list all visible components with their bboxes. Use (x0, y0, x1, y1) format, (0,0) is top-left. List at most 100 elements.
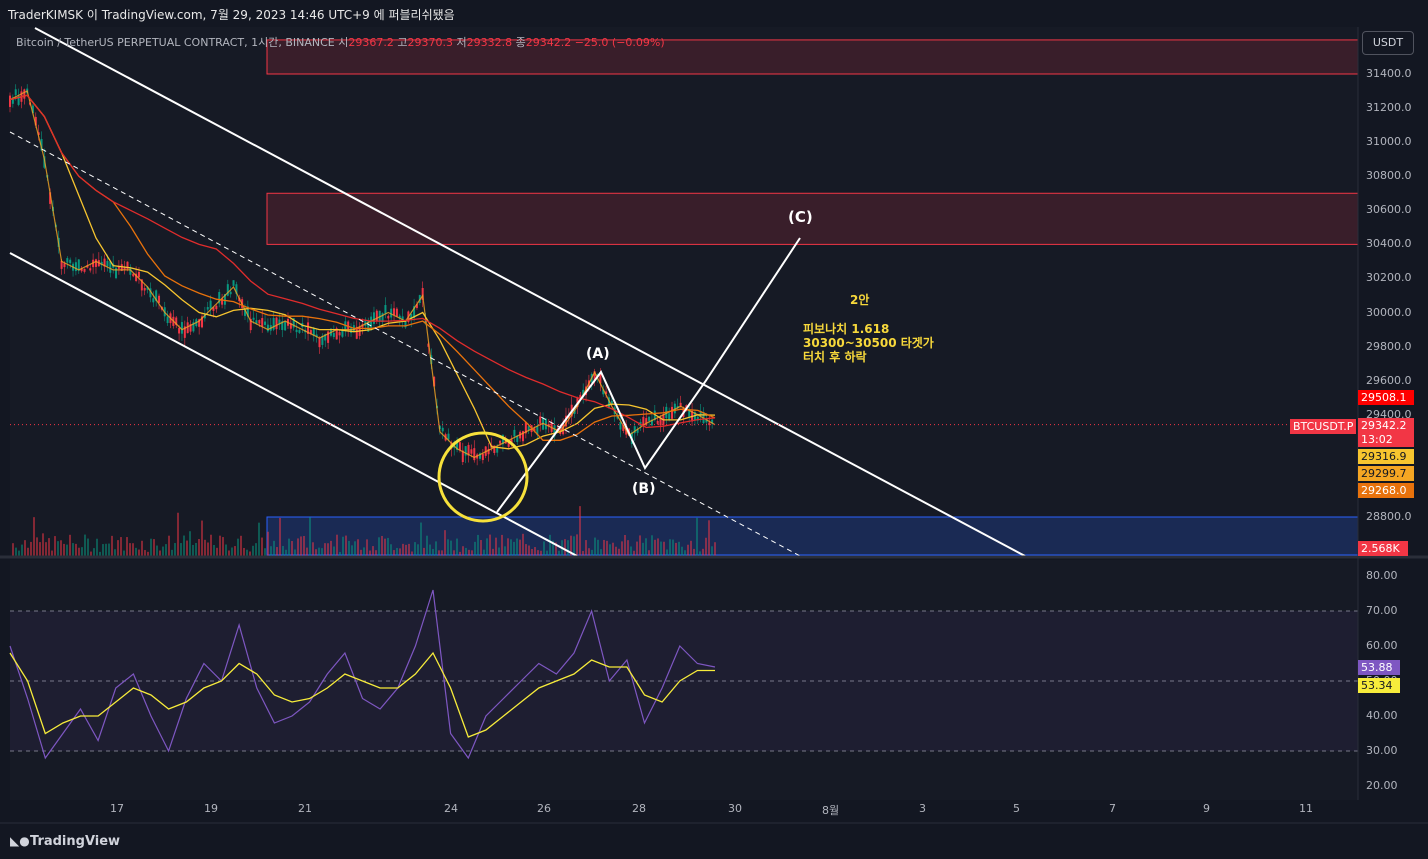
ma-yellow-tag: 29316.9 (1358, 449, 1414, 464)
volume-bar (414, 542, 416, 556)
time-tick-label: 7 (1109, 802, 1116, 815)
price-tick-label: 30000.0 (1366, 305, 1412, 319)
time-tick-label: 28 (632, 802, 646, 815)
volume-bar (159, 550, 161, 556)
ma-orange-line (9, 94, 716, 441)
volume-bar (366, 539, 368, 556)
volume-bar (138, 549, 140, 556)
volume-bar (282, 545, 284, 556)
volume-bar (690, 540, 692, 556)
time-tick-label: 21 (298, 802, 312, 815)
volume-bar (21, 544, 23, 556)
channel-lower-line (9, 252, 578, 557)
volume-bar (504, 546, 506, 556)
change-value: −25.0 (−0.09%) (574, 36, 665, 49)
volume-bar (684, 550, 686, 556)
price-tick-label: 31200.0 (1366, 101, 1412, 115)
tradingview-logo[interactable]: ◣●TradingView (10, 834, 120, 849)
volume-bar (213, 544, 215, 556)
currency-button[interactable]: USDT (1362, 31, 1414, 55)
volume-bar (639, 535, 641, 556)
volume-bar (486, 538, 488, 556)
volume-bar (597, 539, 599, 556)
volume-bar (294, 549, 296, 556)
volume-bar (672, 539, 674, 556)
volume-bar (279, 517, 281, 556)
price-tick-label: 30800.0 (1366, 169, 1412, 183)
volume-bar (192, 544, 194, 556)
volume-bar (699, 551, 701, 556)
volume-bar (12, 543, 14, 556)
volume-bar (309, 517, 311, 556)
ma-orange2-tag: 29268.0 (1358, 483, 1414, 498)
price-tick-label: 30400.0 (1366, 237, 1412, 251)
open-label: 시 (338, 36, 349, 49)
low-value: 29332.8 (466, 36, 513, 49)
volume-bar (681, 546, 683, 556)
volume-bar (420, 522, 422, 556)
volume-bar (438, 550, 440, 556)
volume-bar (321, 548, 323, 556)
high-value: 29370.3 (407, 36, 453, 49)
volume-bar (261, 537, 263, 556)
volume-bar (252, 545, 254, 556)
volume-bar (390, 544, 392, 556)
volume-bar (174, 543, 176, 556)
volume-bar (318, 547, 320, 556)
close-value: 29342.2 (525, 36, 572, 49)
volume-bar (312, 542, 314, 556)
volume-bar (423, 547, 425, 556)
volume-bar (411, 551, 413, 556)
ma-red-line (9, 94, 716, 429)
volume-bar (537, 550, 539, 556)
rsi-tick-label: 20.00 (1366, 779, 1398, 792)
volume-bar (225, 544, 227, 556)
volume-bar (297, 538, 299, 556)
volume-bar (129, 543, 131, 556)
volume-bar (675, 542, 677, 556)
volume-bar (642, 542, 644, 556)
volume-bar (15, 547, 17, 556)
volume-bar (45, 542, 47, 556)
volume-bar (525, 544, 527, 556)
price-pane[interactable] (10, 27, 1358, 556)
volume-bar (462, 546, 464, 556)
volume-bar (369, 550, 371, 556)
volume-bar (51, 550, 53, 556)
volume-bar (33, 517, 35, 556)
volume-bar (48, 538, 50, 556)
price-tick-label: 29400.0 (1366, 407, 1412, 421)
volume-bar (90, 551, 92, 556)
volume-bar (234, 546, 236, 556)
rsi-line (9, 589, 716, 760)
volume-bar (126, 537, 128, 556)
volume-bar (489, 534, 491, 556)
volume-bar (657, 538, 659, 556)
tv-logo-text: TradingView (30, 834, 121, 849)
volume-bar (60, 540, 62, 556)
volume-bar (147, 551, 149, 556)
symbol-legend[interactable]: Bitcoin / TetherUS PERPETUAL CONTRACT, 1… (16, 34, 665, 50)
volume-bar (576, 534, 578, 556)
volume-bar (498, 547, 500, 556)
rsi-pane[interactable] (10, 560, 1358, 800)
rsi-tick-label: 70.00 (1366, 604, 1398, 617)
time-tick-label: 9 (1203, 802, 1210, 815)
volume-bar (222, 537, 224, 556)
volume-bar (351, 545, 353, 556)
volume-bar (27, 547, 29, 556)
volume-bar (474, 541, 476, 556)
volume-bar (150, 538, 152, 556)
price-tick-label: 31000.0 (1366, 135, 1412, 149)
volume-bar (708, 520, 710, 556)
volume-bar (255, 543, 257, 556)
volume-bar (99, 551, 101, 556)
volume-bar (405, 544, 407, 556)
highlight-circle (437, 431, 529, 523)
volume-bar (465, 547, 467, 556)
volume-bar (408, 543, 410, 556)
price-tick-label: 30600.0 (1366, 203, 1412, 217)
wave-c-label: (C) (788, 208, 813, 226)
